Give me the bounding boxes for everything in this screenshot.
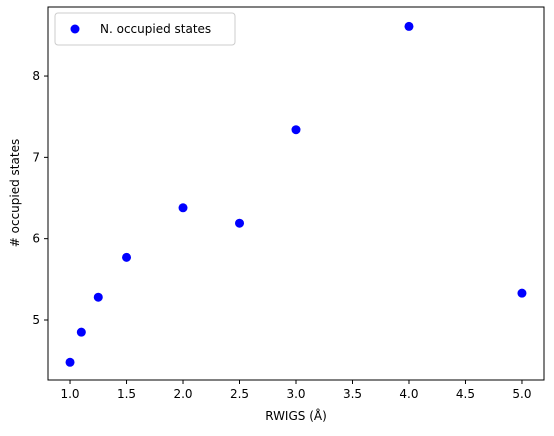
- x-tick-label: 3.5: [343, 387, 362, 401]
- point: [65, 357, 75, 367]
- point: [93, 292, 103, 302]
- legend-box: [54, 12, 236, 46]
- y-tick-label: 6: [32, 232, 40, 246]
- point: [235, 218, 245, 228]
- x-tick-label: 5.0: [512, 387, 531, 401]
- x-tick-label: 3.0: [286, 387, 305, 401]
- y-tick-label: 5: [32, 313, 40, 327]
- x-tick-label: 1.0: [60, 387, 79, 401]
- x-tick-label: 2.0: [173, 387, 192, 401]
- x-axis-label: RWIGS (Å): [265, 408, 327, 423]
- point: [76, 327, 86, 337]
- x-tick-label: 4.0: [399, 387, 418, 401]
- x-tick-label: 1.5: [117, 387, 136, 401]
- point: [178, 203, 188, 213]
- legend-marker: [70, 24, 80, 34]
- point: [122, 252, 132, 262]
- y-tick-label: 7: [32, 150, 40, 164]
- plot-frame: [47, 6, 545, 381]
- x-tick-label: 2.5: [230, 387, 249, 401]
- y-tick-label: 8: [32, 69, 40, 83]
- point: [517, 288, 527, 298]
- point: [291, 125, 301, 135]
- y-axis-label: # occupied states: [8, 139, 22, 247]
- point: [404, 21, 414, 31]
- x-tick-label: 4.5: [456, 387, 475, 401]
- legend-label: N. occupied states: [100, 22, 211, 36]
